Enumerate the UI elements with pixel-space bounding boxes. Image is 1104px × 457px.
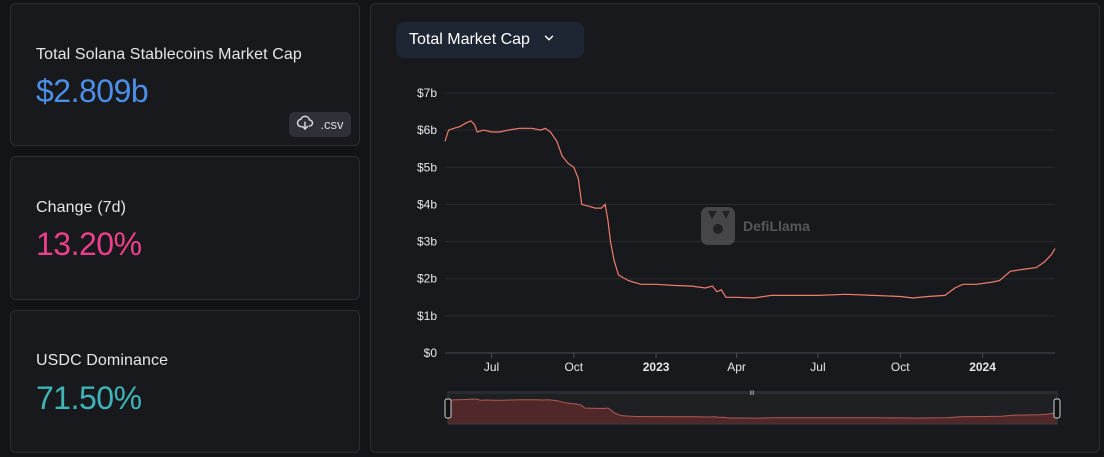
stat-card-change: Change (7d) 13.20%: [10, 156, 360, 300]
x-tick-label: Apr: [727, 360, 746, 374]
download-csv-button[interactable]: .csv: [289, 112, 351, 137]
y-tick-label: $2b: [417, 272, 437, 286]
market-cap-label: Total Solana Stablecoins Market Cap: [36, 46, 302, 63]
x-tick-label: Jul: [484, 360, 499, 374]
y-tick-label: $4b: [417, 197, 437, 211]
dominance-label: USDC Dominance: [36, 352, 169, 369]
x-tick-label: Oct: [891, 360, 910, 374]
llama-logo-icon: [701, 207, 735, 245]
x-tick-label: Jul: [810, 360, 825, 374]
y-tick-label: $7b: [417, 86, 437, 100]
y-tick-label: $3b: [417, 235, 437, 249]
y-tick-label: $0: [424, 346, 438, 360]
slider-preview-line: [447, 398, 1058, 419]
csv-label: .csv: [320, 117, 344, 132]
stat-card-dominance: USDC Dominance 71.50%: [10, 310, 360, 453]
chart-gridlines: [445, 92, 1055, 354]
x-tick-label: Oct: [564, 360, 583, 374]
x-axis: Jul Oct 2023 Apr Jul Oct 2024: [484, 353, 996, 374]
chart-panel: Total Market Cap $0 $1b $2b $3b $4b $5b $6b $7b…: [370, 3, 1100, 453]
change-label: Change (7d): [36, 199, 127, 216]
market-cap-value: $2.809b: [36, 73, 149, 109]
change-value: 13.20%: [36, 226, 142, 262]
watermark-text: DefiLlama: [743, 218, 810, 234]
watermark: DefiLlama: [701, 207, 810, 245]
dropdown-label: Total Market Cap: [409, 31, 530, 48]
y-tick-label: $6b: [417, 123, 437, 137]
y-tick-label: $1b: [417, 309, 437, 323]
slider-grip: III: [749, 391, 754, 397]
range-slider[interactable]: III: [444, 391, 1061, 425]
slider-handle-left[interactable]: [444, 398, 452, 419]
cloud-download-icon: [296, 114, 314, 135]
x-tick-label: 2024: [969, 360, 996, 374]
chart-type-dropdown[interactable]: Total Market Cap: [396, 22, 584, 58]
stat-card-market-cap: Total Solana Stablecoins Market Cap $2.8…: [10, 3, 360, 146]
y-axis: $0 $1b $2b $3b $4b $5b $6b $7b: [417, 86, 437, 360]
y-tick-label: $5b: [417, 160, 437, 174]
series-line-market-cap: [444, 120, 1056, 299]
dominance-value: 71.50%: [36, 380, 142, 416]
slider-top-bar[interactable]: [448, 391, 1057, 394]
market-cap-chart: $0$1b$2b$3b$4b$5b$6b$7b Jul Oct 2023 Apr Jul…: [417, 86, 1061, 425]
slider-preview-area: [448, 399, 1057, 424]
x-tick-label: 2023: [643, 360, 670, 374]
chevron-down-icon: [542, 31, 556, 50]
slider-handle-right[interactable]: [1053, 398, 1061, 419]
